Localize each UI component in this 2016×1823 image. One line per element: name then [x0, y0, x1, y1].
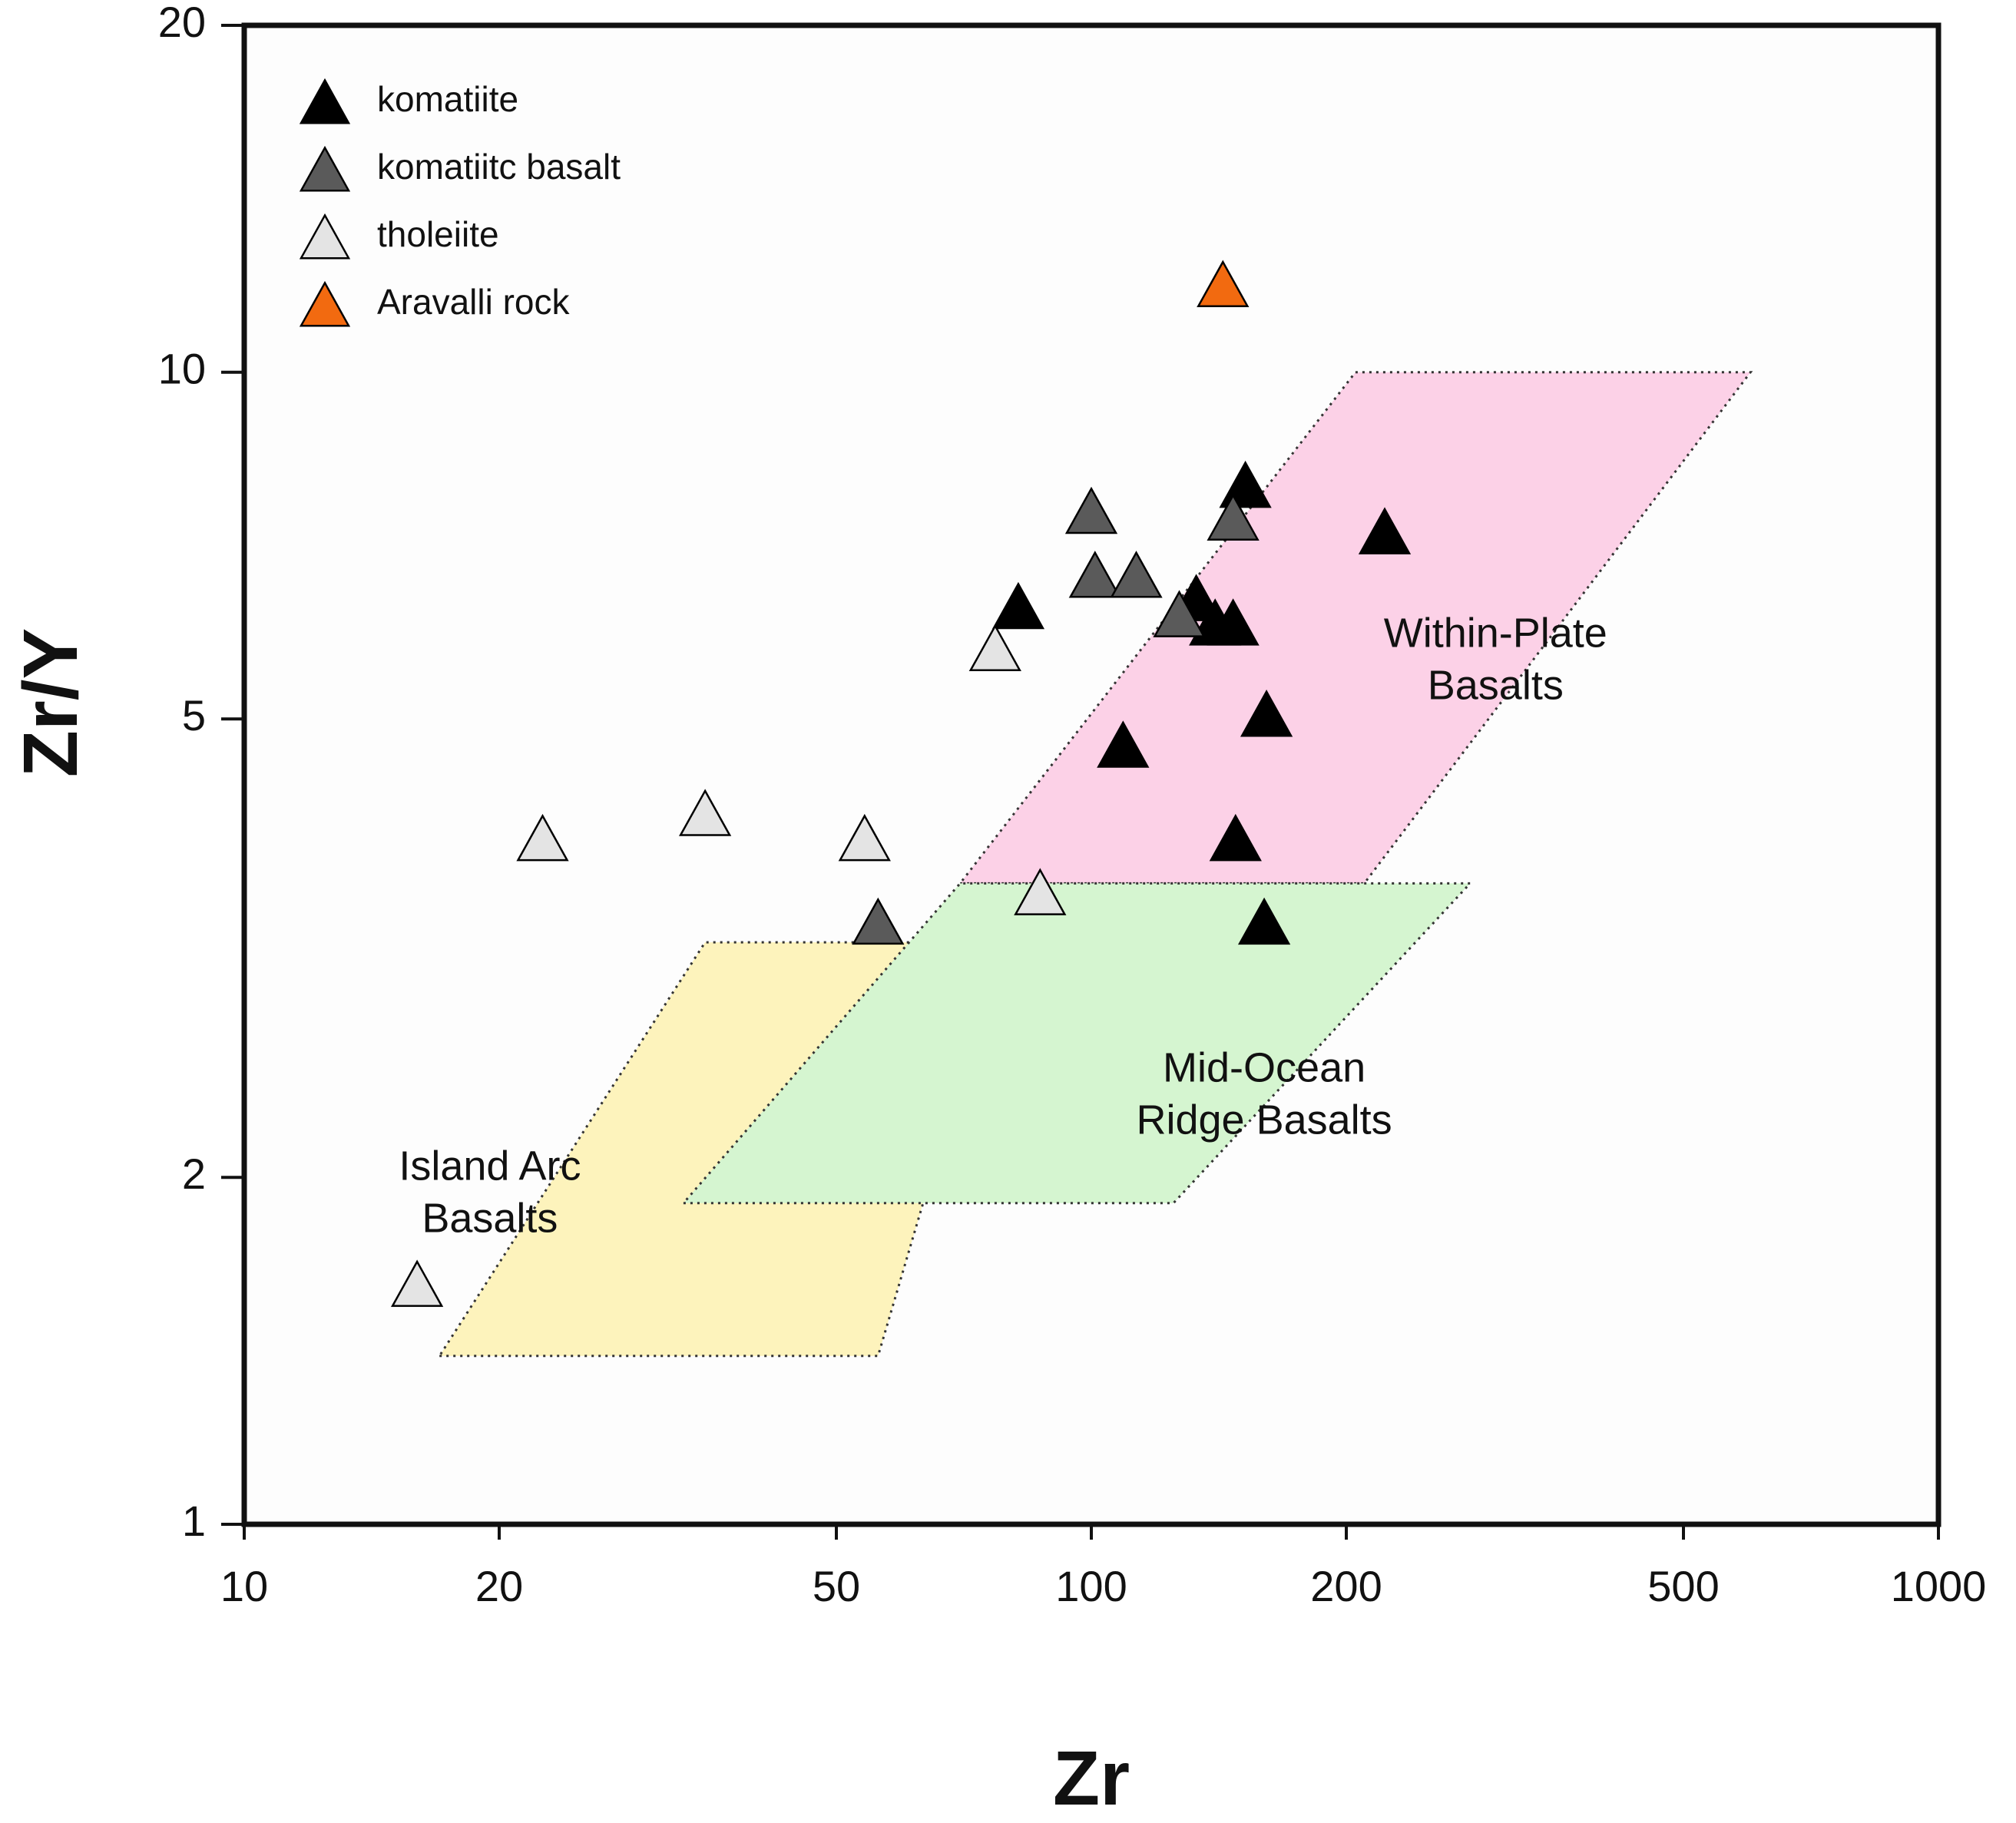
data-point-komatiitc-basalt	[1068, 551, 1121, 598]
legend-item-komatiitc-basalt: komatiitc basalt	[299, 145, 621, 192]
data-point-komatiite	[1207, 598, 1260, 646]
series-aravalli-rock	[1197, 260, 1250, 307]
y-tick-label: 10	[158, 344, 206, 392]
series-komatiitc-basalt	[852, 486, 1260, 945]
region-labels: Island Arc Basalts Within-Plate Basalts Mid-…	[399, 610, 1607, 1242]
x-tick-label: 10	[220, 1562, 268, 1610]
region-label-within-plate-basalts: Within-Plate Basalts	[1384, 610, 1607, 709]
data-point-komatiite	[1237, 897, 1291, 945]
legend-label: komatiitc basalt	[377, 147, 621, 187]
legend-item-tholeiite: tholeiite	[299, 213, 499, 260]
data-point-aravalli-rock	[1197, 260, 1250, 307]
region-label-line: Island Arc	[399, 1143, 581, 1189]
legend-item-komatiite: komatiite	[299, 78, 518, 124]
data-point-tholeiite	[838, 813, 891, 862]
data-point-komatiite	[991, 581, 1045, 630]
data-point-tholeiite	[1014, 868, 1067, 915]
series-tholeiite	[390, 624, 1067, 1307]
legend-marker	[299, 78, 351, 124]
legend-label: tholeiite	[377, 214, 499, 254]
legend-item-aravalli-rock: Aravalli rock	[299, 280, 571, 327]
y-tick-label: 5	[182, 691, 206, 739]
data-point-tholeiite	[968, 624, 1021, 672]
data-point-komatiitc-basalt	[1153, 590, 1206, 637]
data-point-komatiite	[1240, 690, 1293, 737]
y-tick-label: 1	[182, 1497, 206, 1545]
x-tick-label: 50	[813, 1562, 860, 1610]
y-axis-title: Zr/Y	[8, 628, 94, 777]
data-point-komatiitc-basalt	[852, 897, 905, 945]
y-tick-label: 20	[158, 0, 206, 46]
region-label-line: Basalts	[1428, 663, 1564, 709]
data-point-komatiite	[1097, 720, 1150, 768]
tectonic-regions	[437, 371, 1753, 1358]
x-tick-label: 100	[1055, 1562, 1127, 1610]
legend: komatiite komatiitc basalt tholeiite Araval…	[299, 78, 621, 327]
x-axis-title: Zr	[1053, 1735, 1130, 1821]
data-point-tholeiite	[516, 813, 569, 862]
data-point-komatiite	[1358, 507, 1412, 554]
data-point-komatiitc-basalt	[1207, 493, 1260, 541]
legend-label: Aravalli rock	[377, 282, 571, 322]
region-label-mid-ocean-ridge-basalts: Mid-Ocean Ridge Basalts	[1137, 1045, 1392, 1143]
data-point-komatiite	[1209, 813, 1262, 862]
region-label-line: Ridge Basalts	[1137, 1097, 1392, 1143]
region-label-line: Basalts	[422, 1196, 558, 1242]
legend-marker	[299, 145, 351, 192]
y-tick-label: 2	[182, 1150, 206, 1198]
region-label-line: Within-Plate	[1384, 610, 1607, 657]
legend-marker	[299, 213, 351, 260]
legend-marker	[299, 280, 351, 327]
legend-label: komatiite	[377, 79, 518, 119]
x-tick-label: 1000	[1891, 1562, 1987, 1610]
region-label-line: Mid-Ocean	[1163, 1045, 1366, 1091]
axis-ticks: 10 20 50 100 200 500 1000 1 2 5 10 20	[158, 0, 1987, 1610]
data-points	[390, 260, 1412, 1307]
region-within-plate-basalts	[958, 371, 1753, 885]
x-tick-label: 200	[1310, 1562, 1382, 1610]
region-label-island-arc-basalts: Island Arc Basalts	[399, 1143, 581, 1242]
region-mid-ocean-ridge-basalts	[680, 882, 1473, 1205]
x-tick-label: 20	[475, 1562, 523, 1610]
x-tick-label: 500	[1647, 1562, 1719, 1610]
data-point-komatiitc-basalt	[1110, 551, 1163, 598]
data-point-tholeiite	[678, 789, 732, 836]
data-point-tholeiite	[390, 1259, 444, 1307]
data-point-komatiitc-basalt	[1064, 486, 1118, 534]
